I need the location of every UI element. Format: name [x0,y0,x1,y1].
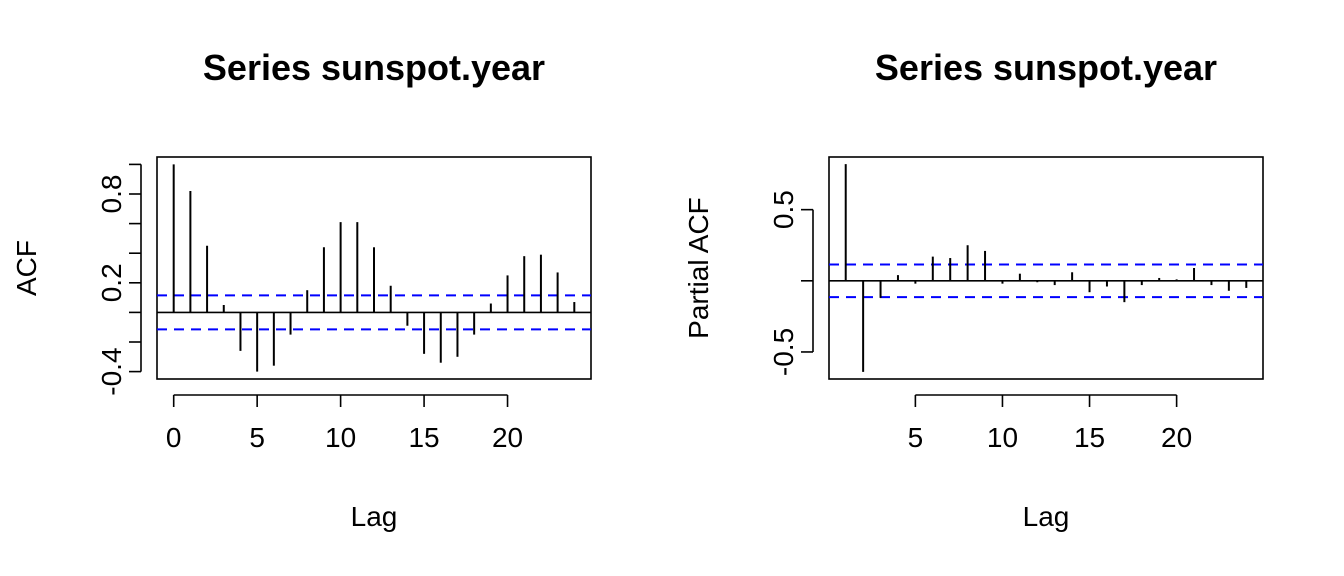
pacf-panel: Series sunspot.year 5 10 15 20 -0.5 0.5 Lag Part… [683,47,1264,532]
x-tick-label: 10 [987,422,1018,453]
x-tick-label: 5 [249,422,265,453]
x-tick-label: 5 [908,422,924,453]
y-tick-label: 0.2 [96,263,127,302]
x-tick-label: 20 [492,422,523,453]
y-tick-label: -0.5 [768,328,799,376]
x-tick-label: 15 [1074,422,1105,453]
y-axis-label: Partial ACF [683,197,714,339]
plot-frame [156,156,592,380]
y-tick-label: 0.8 [96,175,127,214]
x-tick-label: 10 [325,422,356,453]
y-axis-label: ACF [11,240,42,296]
x-tick-label: 20 [1161,422,1192,453]
x-tick-label: 0 [166,422,182,453]
y-tick-label: 0.5 [768,190,799,229]
x-axis-label: Lag [351,501,398,532]
plot-frame [828,156,1264,380]
acf-panel: Series sunspot.year 0 5 10 15 20 -0.4 0.2 0.8 Lag… [11,47,592,532]
x-axis-label: Lag [1023,501,1070,532]
x-tick-label: 15 [408,422,439,453]
y-tick-label: -0.4 [96,347,127,395]
chart-title: Series sunspot.year [875,47,1217,88]
chart-title: Series sunspot.year [203,47,545,88]
